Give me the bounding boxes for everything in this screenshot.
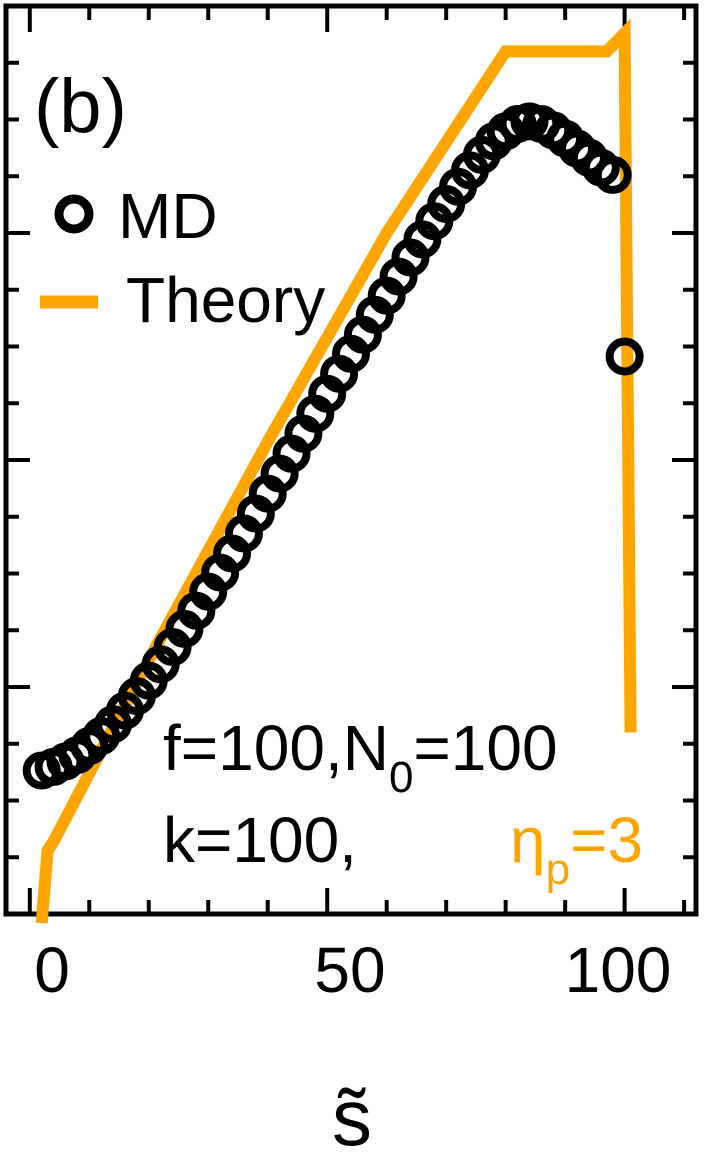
annotation-line2: k=100, [163,804,357,876]
x-tick-label-100: 100 [565,934,672,1006]
annotation-f-n: f=100,N [163,712,389,784]
md-point [593,155,632,194]
x-axis-label: s̃ [332,1073,372,1158]
panel-label: (b) [34,64,127,149]
md-point [605,337,644,376]
annotation-eta: ηp=3 [510,804,643,894]
annotation-eta-value: =3 [570,804,643,876]
annotation-eta-subscript: p [546,845,570,894]
x-tick-label-50: 50 [314,934,385,1006]
legend-md-label: MD [118,180,218,252]
legend: MD Theory [40,180,325,336]
annotation-n-subscript: 0 [389,753,413,802]
md-series [22,102,644,790]
legend-theory-label: Theory [126,264,325,336]
parameter-annotation: f=100,N0=100 k=100, ηp=3 [163,712,643,894]
annotation-n-value: =100 [413,712,557,784]
legend-md-marker [54,194,94,234]
x-tick-label-0: 0 [34,934,70,1006]
annotation-line1: f=100,N0=100 [163,712,558,802]
annotation-eta-symbol: η [510,804,546,876]
axis-ticks [6,4,696,916]
theory-series [35,18,637,924]
theory-line [35,18,637,924]
